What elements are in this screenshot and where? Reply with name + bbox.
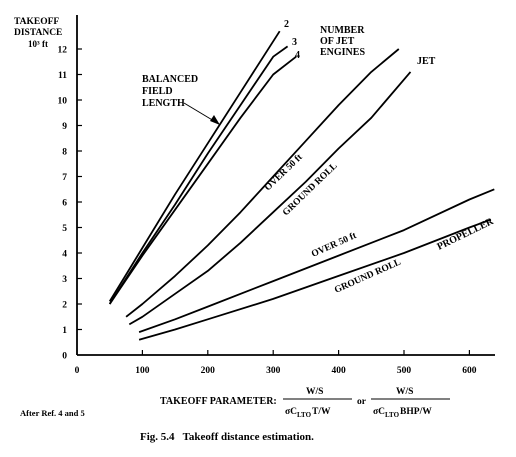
formula-or: or <box>357 397 367 407</box>
y-tick-label: 0 <box>62 352 67 362</box>
y-axis-title-line1: TAKEOFF <box>14 17 59 27</box>
x-tick-label: 100 <box>135 366 150 376</box>
x-axis-title: TAKEOFF PARAMETER: <box>160 396 277 407</box>
prop-over50-label: OVER 50 ft <box>310 231 359 260</box>
y-tick-label: 10 <box>58 97 68 107</box>
y-tick-label: 4 <box>62 250 67 260</box>
engine-label-2: 2 <box>284 19 289 30</box>
series-line-1 <box>108 45 289 305</box>
series-line-5 <box>138 188 495 333</box>
prop-ground-roll-label: GROUND ROLL <box>333 258 402 296</box>
y-axis-title-line2: DISTANCE <box>14 28 62 38</box>
y-tick-label: 8 <box>62 148 67 158</box>
formula-jet-numerator: W/S <box>306 387 323 397</box>
series-line-0 <box>108 30 281 302</box>
formula-jet-denominator: σCLTOT/W <box>285 407 331 419</box>
balanced-field-arrowhead <box>210 115 220 125</box>
series-line-3 <box>125 48 400 318</box>
y-tick-label: 6 <box>62 199 67 209</box>
figure-caption: Fig. 5.4 Takeoff distance estimation. <box>140 431 314 443</box>
formula-prop-numerator: W/S <box>396 387 413 397</box>
y-tick-label: 1 <box>62 326 67 336</box>
engine-count-title-3: ENGINES <box>320 47 365 58</box>
x-tick-label: 200 <box>201 366 216 376</box>
propeller-label: PROPELLER <box>435 216 495 253</box>
balanced-field-label-2: FIELD <box>142 86 173 97</box>
series-line-4 <box>128 71 412 326</box>
balanced-field-label-3: LENGTH <box>142 98 185 109</box>
engine-count-title-2: OF JET <box>320 36 355 47</box>
y-tick-label: 12 <box>58 46 68 56</box>
engine-label-4: 4 <box>295 50 300 61</box>
y-tick-label: 2 <box>62 301 67 311</box>
y-tick-label: 5 <box>62 224 67 234</box>
engine-label-3: 3 <box>292 37 297 48</box>
engine-count-title-1: NUMBER <box>320 25 365 36</box>
y-axis-unit: 10³ ft <box>28 39 48 49</box>
series-line-2 <box>108 55 297 305</box>
formula-prop-denominator: σCLTOBHP/W <box>373 407 432 419</box>
balanced-field-pointer <box>183 102 215 122</box>
chart-series-lines <box>108 30 495 341</box>
y-tick-label: 9 <box>62 122 67 132</box>
x-tick-label: 0 <box>75 366 80 376</box>
balanced-field-label-1: BALANCED <box>142 74 198 85</box>
x-tick-label: 500 <box>397 366 412 376</box>
y-tick-label: 3 <box>62 275 67 285</box>
x-tick-label: 400 <box>331 366 346 376</box>
series-line-6 <box>138 218 491 341</box>
y-tick-label: 11 <box>58 71 67 81</box>
x-tick-label: 300 <box>266 366 281 376</box>
x-tick-label: 600 <box>462 366 477 376</box>
jet-label: JET <box>417 56 436 67</box>
y-tick-label: 7 <box>62 173 67 183</box>
source-note: After Ref. 4 and 5 <box>20 408 85 418</box>
